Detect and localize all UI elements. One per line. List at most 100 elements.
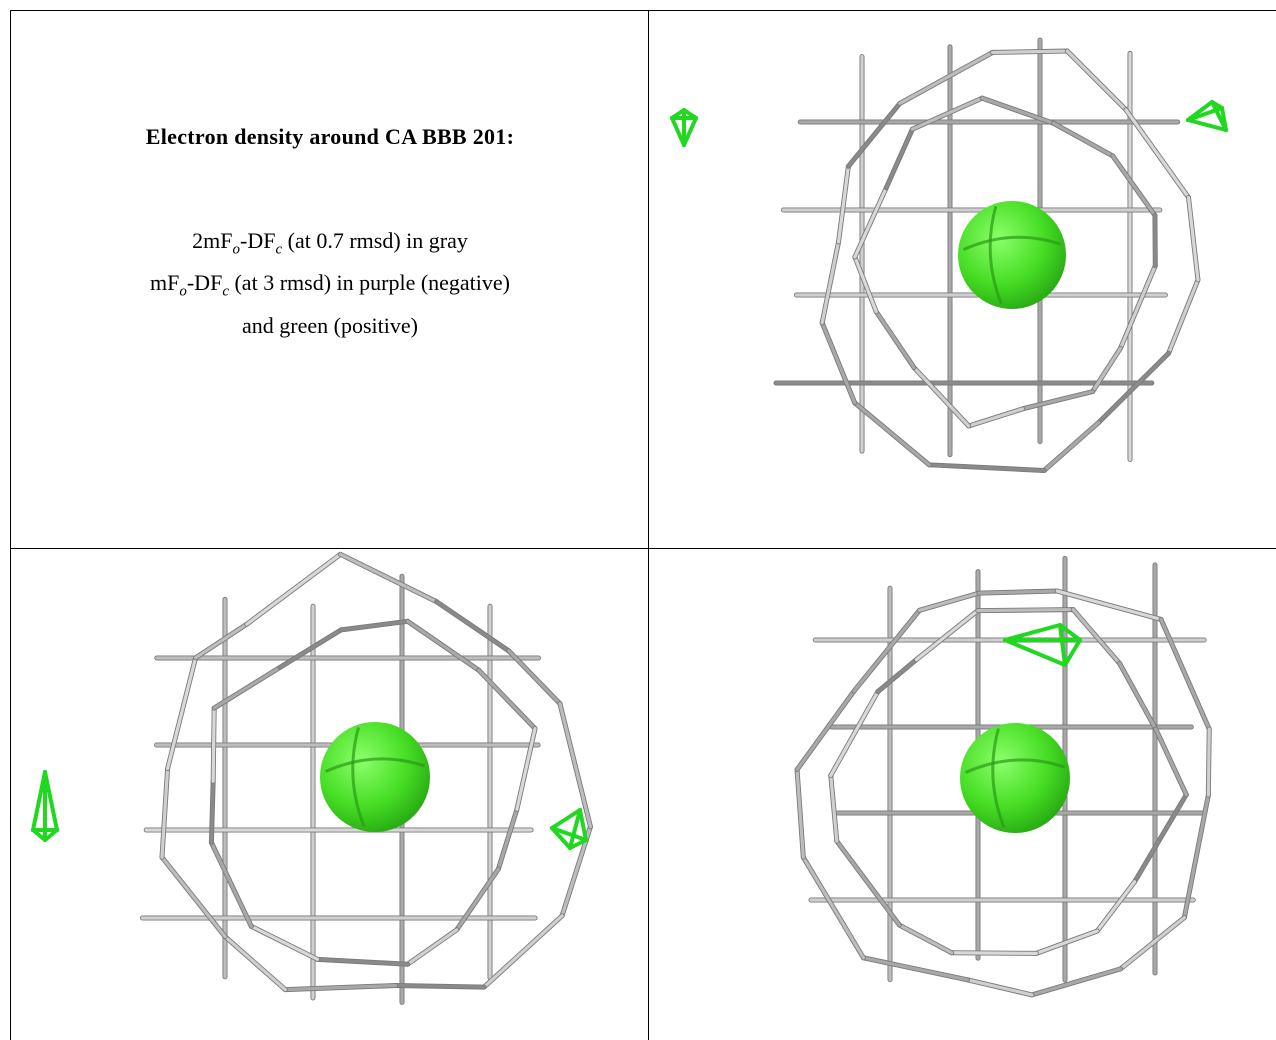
mesh-edge [829, 690, 880, 778]
text: -DF [240, 228, 276, 253]
mesh-edge [211, 706, 216, 783]
mesh-edge [1111, 154, 1157, 218]
mesh-edge [249, 924, 320, 961]
difference-density [1186, 100, 1228, 132]
green-edge [1003, 638, 1067, 667]
green-edge [31, 828, 47, 842]
table-borders [10, 10, 1276, 1040]
mesh-edge [338, 552, 439, 604]
mesh-edge [405, 928, 459, 966]
density-renderings [31, 37, 1228, 1005]
calcium-ion [958, 201, 1066, 309]
mesh-edge [212, 665, 282, 710]
green-edge [550, 826, 588, 842]
mesh-edge [1118, 264, 1157, 350]
mesh-edge [1119, 915, 1186, 971]
mesh-edge [393, 983, 486, 989]
subscript: c [275, 241, 283, 258]
wire-mesh [794, 555, 1212, 998]
mesh-edge [515, 726, 537, 811]
caption: Electron density around CA BBB 201: 2mFo… [12, 100, 648, 343]
green-edge [550, 808, 582, 830]
green-edge [1003, 623, 1062, 642]
green-edge [1058, 623, 1082, 642]
mesh-edge [283, 983, 398, 992]
mesh-edge [1124, 108, 1191, 200]
mesh-edge [1021, 390, 1095, 411]
mesh-edge [927, 463, 1046, 473]
mesh-edge [193, 622, 249, 660]
mesh-edge [1154, 727, 1188, 797]
green-edge [578, 808, 588, 842]
mesh-edge [1095, 880, 1137, 933]
mesh-edge [160, 766, 170, 859]
difference-density [550, 808, 588, 850]
mesh-edge [165, 656, 198, 771]
text: mF [150, 270, 180, 296]
mesh-edge [820, 321, 857, 405]
mesh-edge [910, 96, 984, 131]
mesh-edge [435, 600, 511, 653]
mesh-edge [1071, 607, 1122, 665]
calcium-ion [960, 723, 1070, 833]
mesh-edge [1051, 121, 1115, 158]
mesh-edge [795, 689, 856, 772]
mesh-edge [965, 978, 1034, 997]
green-edge [568, 808, 582, 850]
text: 2mF [192, 228, 233, 253]
mesh-edge [278, 628, 343, 669]
sphere-grid [351, 727, 366, 828]
green-edge [1186, 118, 1228, 132]
caption-line: 2mFo-DFc (at 0.7 rmsd) in gray [12, 224, 648, 266]
mesh-edge [245, 552, 343, 626]
mesh-edge [1186, 195, 1200, 282]
mesh-edge [917, 591, 981, 612]
mesh-edge [836, 164, 850, 244]
mesh-edge [835, 839, 901, 927]
sphere-grid [991, 728, 1006, 829]
mesh-edge [558, 702, 593, 829]
mesh-edge [884, 127, 914, 190]
mesh-edge [1166, 278, 1200, 355]
green-edge [1210, 100, 1228, 132]
mesh-edge [853, 255, 878, 314]
sphere-grid [962, 235, 1062, 251]
mesh-edge [223, 935, 287, 992]
subscript: o [232, 241, 241, 258]
mesh-edge [801, 855, 866, 960]
sphere-grid [988, 205, 1003, 305]
mesh-edge [455, 867, 501, 932]
mesh-edge [477, 668, 537, 731]
subscript: c [222, 283, 229, 300]
caption-line: mFo-DFc (at 3 rmsd) in purple (negative) [12, 266, 648, 308]
mesh-edge [315, 957, 410, 966]
sphere [960, 723, 1070, 833]
mesh-edge [482, 914, 564, 989]
mesh-edge [406, 619, 481, 672]
mesh-edge [1206, 727, 1211, 797]
text: -DF [186, 270, 223, 296]
mesh-edge [1182, 793, 1210, 920]
text: (at 3 rmsd) in purple (negative) [228, 270, 510, 296]
mesh-edge [209, 779, 215, 845]
green-edge [1063, 638, 1082, 667]
mesh-edge [1055, 589, 1163, 622]
mesh-edge [795, 768, 805, 859]
mesh-edge [1034, 929, 1099, 955]
mesh-edge [160, 855, 227, 939]
mesh-edge [874, 310, 916, 370]
mesh-edge [339, 619, 410, 632]
mesh-edge [1117, 661, 1158, 731]
green-edge [1186, 100, 1214, 122]
sphere [958, 201, 1066, 309]
mesh-edge [1030, 967, 1123, 997]
mesh-edge [977, 589, 1059, 595]
difference-density [1003, 623, 1082, 667]
subscript: o [179, 283, 187, 300]
green-edge [550, 826, 572, 850]
text: (at 0.7 rmsd) in gray [282, 228, 468, 253]
mesh-edge [967, 407, 1025, 428]
text: and green (positive) [242, 312, 418, 338]
mesh-edge [829, 773, 839, 843]
